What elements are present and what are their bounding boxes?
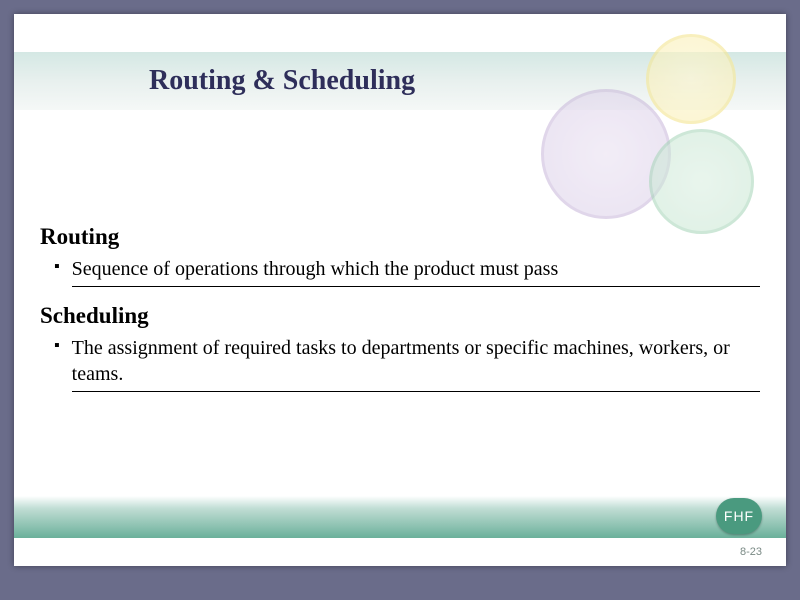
page-number: 8-23 bbox=[740, 546, 762, 558]
bullet-row: ▪ The assignment of required tasks to de… bbox=[54, 335, 760, 392]
section-heading-routing: Routing bbox=[40, 224, 760, 250]
section-heading-scheduling: Scheduling bbox=[40, 303, 760, 329]
fhf-badge: FHF bbox=[716, 498, 762, 534]
circle-green-icon bbox=[649, 129, 754, 234]
bullet-text-routing: Sequence of operations through which the… bbox=[72, 256, 760, 287]
bullet-icon: ▪ bbox=[54, 258, 60, 276]
fhf-badge-text: FHF bbox=[724, 508, 754, 524]
bullet-icon: ▪ bbox=[54, 337, 60, 355]
bullet-row: ▪ Sequence of operations through which t… bbox=[54, 256, 760, 287]
content-area: Routing ▪ Sequence of operations through… bbox=[40, 224, 760, 408]
slide: Routing & Scheduling Routing ▪ Sequence … bbox=[14, 14, 786, 566]
slide-title: Routing & Scheduling bbox=[149, 65, 415, 97]
footer-bar bbox=[14, 496, 786, 538]
bullet-text-scheduling: The assignment of required tasks to depa… bbox=[72, 335, 760, 392]
title-bar: Routing & Scheduling bbox=[14, 52, 786, 110]
